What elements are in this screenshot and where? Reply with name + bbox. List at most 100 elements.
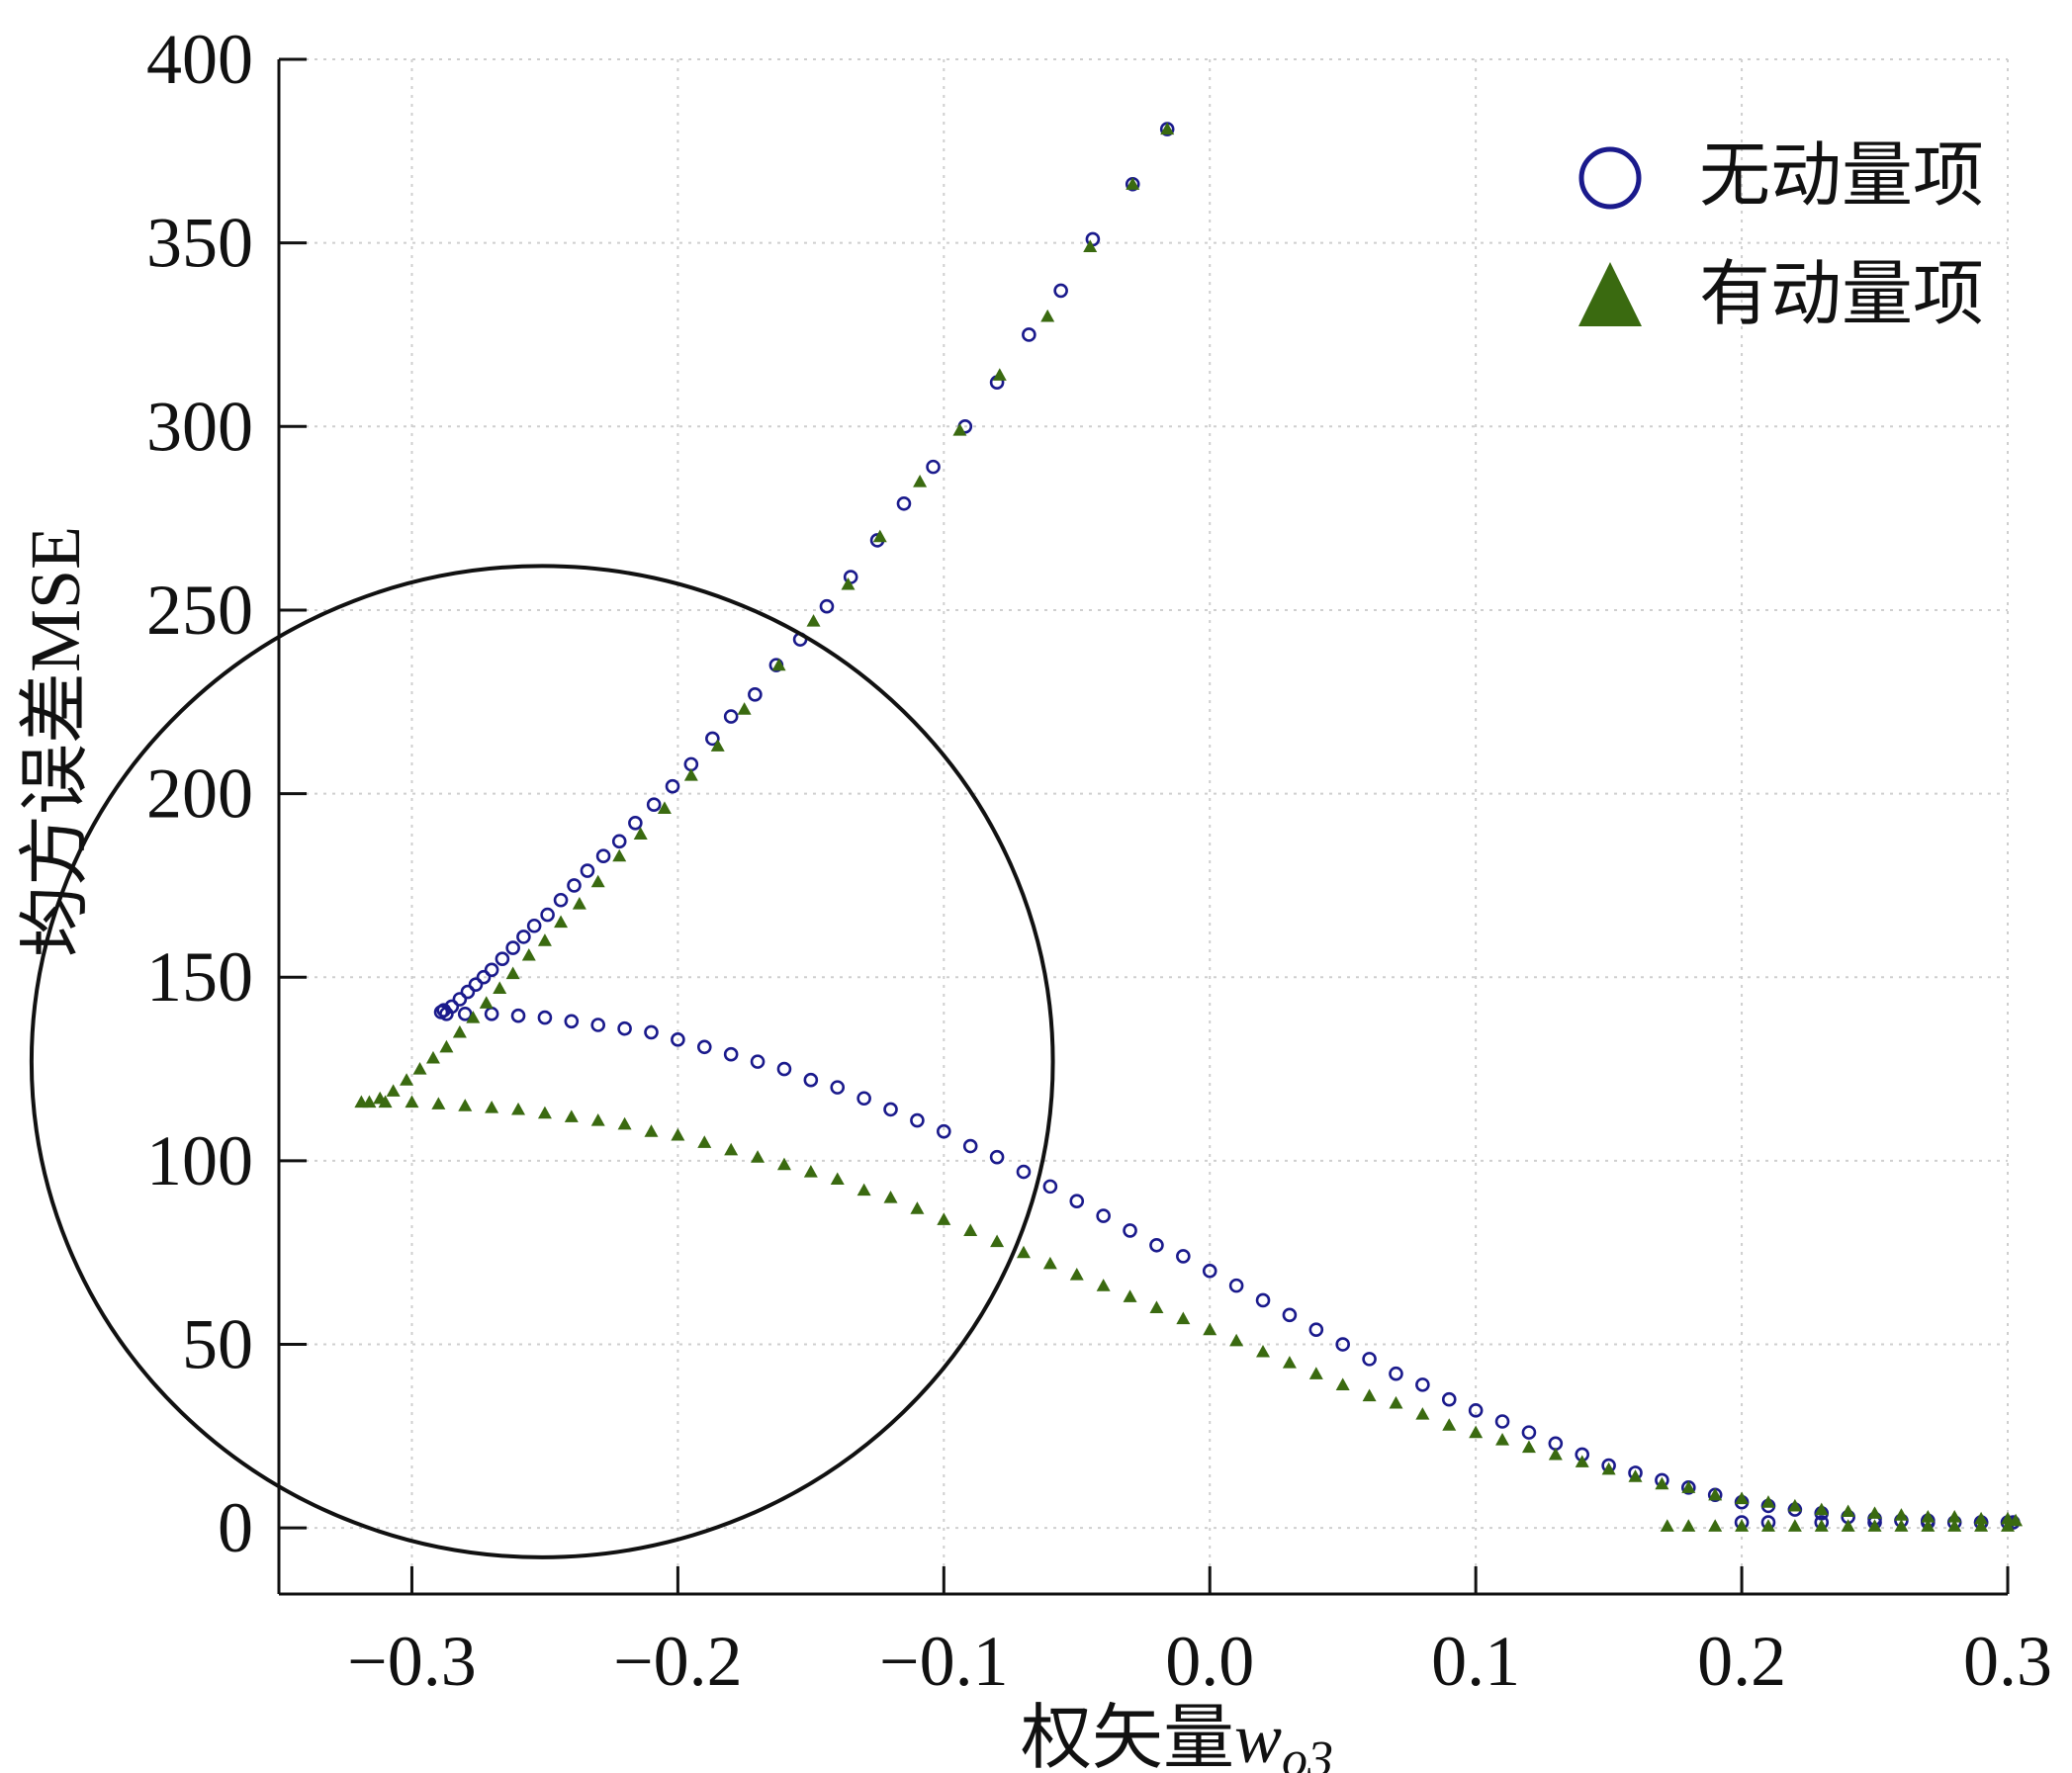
series-2-point-11 xyxy=(737,702,752,715)
series-2-point-92 xyxy=(1894,1508,1909,1521)
series-1-point-59 xyxy=(962,1138,978,1154)
series-2-point-45 xyxy=(644,1124,659,1137)
y-tick-label-8: 400 xyxy=(146,20,253,99)
series-2-point-58 xyxy=(990,1234,1005,1248)
series-2-point-73 xyxy=(1389,1395,1403,1409)
series-2-point-106 xyxy=(1787,1519,1802,1532)
series-1-point-19 xyxy=(646,797,662,813)
series-2-point-23 xyxy=(493,981,507,994)
x-tick-label-2: −0.1 xyxy=(879,1622,1009,1701)
legend: 无动量项 有动量项 xyxy=(1578,136,1984,334)
series-2-point-99 xyxy=(1974,1519,1989,1532)
series-2-point-17 xyxy=(590,874,605,888)
series-2-point-54 xyxy=(883,1191,898,1203)
series-1-point-8 xyxy=(896,495,912,511)
x-tick-label-0: −0.3 xyxy=(347,1622,477,1701)
data-series xyxy=(354,122,2024,1532)
series-2-point-48 xyxy=(724,1142,739,1156)
series-1-point-62 xyxy=(1042,1179,1058,1195)
series-2-point-4 xyxy=(992,368,1007,381)
series-2-point-72 xyxy=(1362,1388,1377,1402)
series-1-point-49 xyxy=(696,1039,712,1055)
series-2-point-87 xyxy=(1760,1495,1775,1508)
x-tick-label-1: −0.2 xyxy=(613,1622,743,1701)
series-1-point-80 xyxy=(1521,1425,1537,1440)
series-1-point-66 xyxy=(1149,1237,1164,1253)
series-2-point-42 xyxy=(564,1109,579,1122)
series-1-point-31 xyxy=(484,962,499,978)
series-2-point-13 xyxy=(683,768,698,781)
series-2-point-28 xyxy=(425,1050,440,1064)
series-2-point-26 xyxy=(452,1024,467,1038)
series-2-point-21 xyxy=(521,947,536,961)
legend-marker-series-1 xyxy=(1578,146,1642,210)
series-1-point-64 xyxy=(1096,1208,1111,1223)
series-2-point-100 xyxy=(1947,1519,1962,1532)
series-2-point-64 xyxy=(1149,1300,1164,1313)
y-tick-label-1: 50 xyxy=(182,1305,253,1384)
series-2-point-52 xyxy=(830,1172,845,1186)
series-1-point-43 xyxy=(537,1010,553,1025)
legend-marker-series-2 xyxy=(1578,262,1642,326)
series-2-point-9 xyxy=(806,614,821,627)
series-2-point-95 xyxy=(1974,1511,1989,1525)
series-1-point-42 xyxy=(510,1008,526,1023)
series-2-point-0 xyxy=(1160,122,1175,135)
series-2-point-55 xyxy=(910,1201,925,1214)
series-1-point-76 xyxy=(1415,1377,1430,1392)
series-2-point-84 xyxy=(1681,1480,1696,1493)
series-1-point-28 xyxy=(516,930,531,944)
series-2-point-81 xyxy=(1601,1462,1616,1475)
series-2-point-80 xyxy=(1575,1455,1589,1467)
series-2-point-1 xyxy=(1126,177,1140,190)
series-1-point-50 xyxy=(723,1046,739,1062)
series-2-point-40 xyxy=(511,1102,526,1115)
series-1-point-30 xyxy=(495,951,510,966)
series-2-point-91 xyxy=(1867,1506,1882,1519)
series-2-point-12 xyxy=(710,739,725,752)
series-1-point-41 xyxy=(484,1007,499,1021)
series-1-point-29 xyxy=(505,940,520,955)
x-tick-label-6: 0.3 xyxy=(1963,1622,2052,1701)
series-1-point-22 xyxy=(595,848,611,864)
series-2-point-25 xyxy=(466,1011,481,1023)
series-2-point-49 xyxy=(751,1150,766,1163)
series-1-point-54 xyxy=(830,1080,846,1095)
series-2-point-43 xyxy=(590,1113,605,1126)
series-1-point-44 xyxy=(564,1014,580,1029)
series-1-point-69 xyxy=(1228,1278,1244,1293)
series-2-point-70 xyxy=(1308,1367,1323,1379)
series-2-point-24 xyxy=(479,996,494,1009)
series-1-point-73 xyxy=(1335,1337,1350,1352)
series-2-point-85 xyxy=(1708,1487,1723,1501)
series-1-point-58 xyxy=(937,1123,951,1139)
series-2-point-86 xyxy=(1735,1491,1750,1505)
series-1-point-23 xyxy=(580,863,595,878)
series-2-point-51 xyxy=(803,1165,818,1178)
series-1-point-24 xyxy=(567,878,582,893)
y-tick-label-7: 350 xyxy=(146,204,253,283)
series-1-point-61 xyxy=(1016,1164,1032,1180)
series-2-point-59 xyxy=(1016,1245,1031,1259)
series-2-point-97 xyxy=(2009,1513,2024,1527)
series-1-point-21 xyxy=(611,834,627,849)
series-2-point-61 xyxy=(1069,1267,1084,1281)
series-1-point-65 xyxy=(1123,1223,1137,1238)
ticks: 0 50 100 150 200 250 300 350 400 −0.3 −0.2 −0.1 0.0 0… xyxy=(146,20,2052,1701)
series-2-point-82 xyxy=(1628,1469,1643,1482)
series-1-point-40 xyxy=(457,1007,473,1021)
series-1-point-20 xyxy=(628,815,643,831)
x-axis-title-text: 权矢量 xyxy=(1021,1699,1234,1773)
series-1-point-60 xyxy=(989,1149,1005,1165)
series-2-point-37 xyxy=(431,1097,446,1109)
series-2-point-96 xyxy=(2001,1511,2015,1525)
series-1-point-48 xyxy=(671,1032,685,1047)
series-2-point-2 xyxy=(1083,239,1098,252)
series-1-point-34 xyxy=(460,984,476,1000)
series-1-point-16 xyxy=(705,731,720,747)
series-2-point-7 xyxy=(872,529,887,543)
series-2-point-41 xyxy=(537,1106,552,1119)
series-2-point-29 xyxy=(412,1062,427,1075)
series-2-point-76 xyxy=(1469,1425,1484,1439)
series-1-point-45 xyxy=(590,1018,606,1032)
